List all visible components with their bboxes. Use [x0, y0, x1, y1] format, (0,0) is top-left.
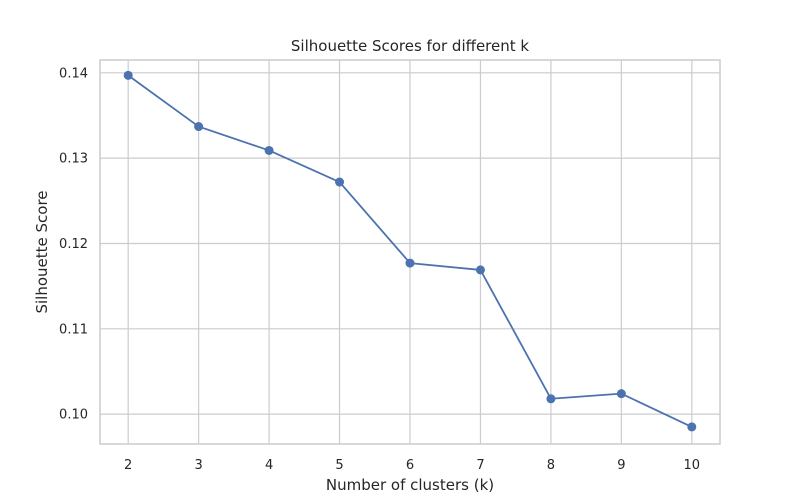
data-point — [264, 145, 274, 155]
data-point — [546, 394, 556, 404]
x-tick-label: 4 — [265, 458, 273, 473]
x-tick-label: 2 — [124, 458, 132, 473]
x-tick-label: 5 — [335, 458, 343, 473]
y-axis-label: Silhouette Score — [33, 190, 51, 313]
y-tick-label: 0.13 — [59, 152, 88, 167]
data-point — [475, 265, 485, 275]
x-tick-label: 9 — [617, 458, 625, 473]
data-point — [616, 389, 626, 399]
x-tick-label: 10 — [684, 458, 701, 473]
y-tick-label: 0.11 — [59, 322, 88, 337]
y-tick-label: 0.12 — [59, 237, 88, 252]
grid-lines — [100, 60, 720, 444]
tick-labels: 2 3 4 5 6 7 8 9 10 0.10 0.11 0.12 0.13 0.14 — [59, 66, 700, 473]
x-tick-label: 8 — [547, 458, 555, 473]
y-tick-label: 0.10 — [59, 408, 88, 423]
data-point — [194, 122, 204, 132]
data-point — [335, 177, 345, 187]
x-tick-label: 3 — [194, 458, 202, 473]
x-axis-label: Number of clusters (k) — [326, 476, 494, 494]
data-point — [405, 258, 415, 268]
y-tick-label: 0.14 — [59, 66, 88, 81]
series-layer — [123, 70, 697, 432]
x-tick-label: 7 — [476, 458, 484, 473]
data-point — [687, 422, 697, 432]
plot-frame — [99, 59, 721, 445]
data-point — [123, 70, 133, 80]
x-tick-label: 6 — [406, 458, 414, 473]
chart-title: Silhouette Scores for different k — [291, 37, 529, 55]
